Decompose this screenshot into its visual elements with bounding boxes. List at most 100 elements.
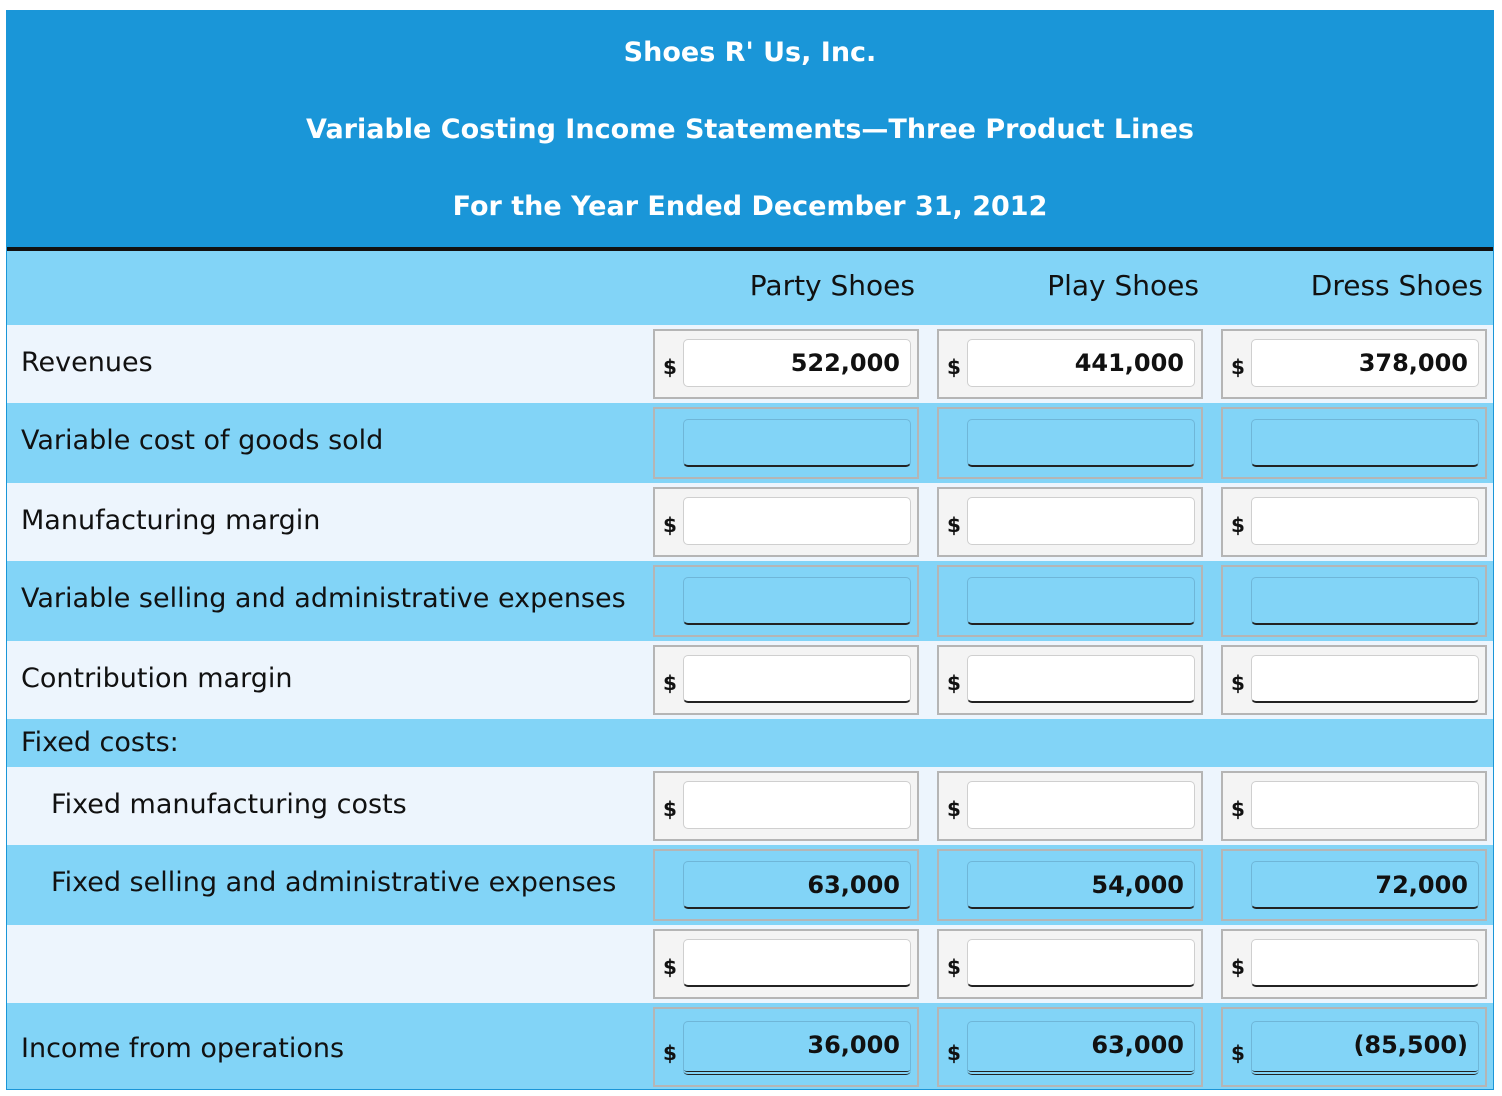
cell-dress (1221, 565, 1487, 637)
cell-party: $ (653, 929, 919, 999)
variable-selling-play-input[interactable] (967, 577, 1195, 625)
row-income-from-operations: Income from operations $ 36,000 $ 63,000… (7, 1003, 1493, 1089)
row-label: Contribution margin (21, 663, 293, 694)
dollar-sign: $ (663, 797, 677, 821)
cell-dress: $ (1221, 487, 1487, 557)
contribution-margin-dress-input[interactable] (1251, 655, 1479, 703)
section-heading: Fixed costs: (21, 727, 179, 758)
total-fixed-play-input[interactable] (967, 939, 1195, 987)
row-contribution-margin: Contribution margin $ $ $ (7, 641, 1493, 719)
dollar-sign: $ (947, 671, 961, 695)
cell-play: $ (937, 771, 1203, 841)
fixed-manufacturing-party-input[interactable] (683, 781, 911, 829)
row-fixed-selling: Fixed selling and administrative expense… (7, 845, 1493, 925)
cell-play: $ (937, 487, 1203, 557)
dollar-sign: $ (663, 355, 677, 379)
cell-party: $ 36,000 (653, 1007, 919, 1087)
row-total-fixed-costs: $ $ $ (7, 925, 1493, 1003)
cell-dress: $ (85,500) (1221, 1007, 1487, 1087)
contribution-margin-party-input[interactable] (683, 655, 911, 703)
income-play-input[interactable]: 63,000 (967, 1021, 1195, 1075)
row-label: Fixed selling and administrative expense… (51, 867, 617, 898)
cell-play (937, 407, 1203, 479)
variable-cogs-dress-input[interactable] (1251, 419, 1479, 467)
cell-play: $ 441,000 (937, 329, 1203, 399)
row-variable-selling: Variable selling and administrative expe… (7, 561, 1493, 641)
fixed-selling-play-input[interactable]: 54,000 (967, 861, 1195, 909)
dollar-sign: $ (947, 797, 961, 821)
row-label: Revenues (21, 347, 153, 378)
cell-dress: 72,000 (1221, 849, 1487, 921)
row-label: Income from operations (21, 1033, 345, 1064)
row-label: Fixed manufacturing costs (51, 789, 407, 820)
cell-play (937, 565, 1203, 637)
row-label: Manufacturing margin (21, 505, 321, 536)
income-dress-input[interactable]: (85,500) (1251, 1021, 1479, 1075)
column-header-row: Party Shoes Play Shoes Dress Shoes (7, 251, 1493, 325)
row-manufacturing-margin: Manufacturing margin $ $ $ (7, 483, 1493, 561)
dollar-sign: $ (1231, 671, 1245, 695)
revenues-party-input[interactable]: 522,000 (683, 339, 911, 387)
cell-party (653, 407, 919, 479)
dollar-sign: $ (1231, 955, 1245, 979)
cell-play: $ (937, 645, 1203, 715)
income-party-input[interactable]: 36,000 (683, 1021, 911, 1075)
dollar-sign: $ (947, 955, 961, 979)
revenues-play-input[interactable]: 441,000 (967, 339, 1195, 387)
fixed-selling-party-input[interactable]: 63,000 (683, 861, 911, 909)
manufacturing-margin-party-input[interactable] (683, 497, 911, 545)
variable-selling-dress-input[interactable] (1251, 577, 1479, 625)
statement-title: Variable Costing Income Statements—Three… (306, 114, 1194, 145)
dollar-sign: $ (663, 955, 677, 979)
cell-play: $ 63,000 (937, 1007, 1203, 1087)
cell-dress: $ (1221, 771, 1487, 841)
manufacturing-margin-play-input[interactable] (967, 497, 1195, 545)
dollar-sign: $ (1231, 355, 1245, 379)
cell-dress: $ (1221, 645, 1487, 715)
cell-party: $ (653, 771, 919, 841)
dollar-sign: $ (947, 513, 961, 537)
income-statement-table: Shoes R' Us, Inc. Variable Costing Incom… (6, 10, 1494, 1090)
cell-play: 54,000 (937, 849, 1203, 921)
contribution-margin-play-input[interactable] (967, 655, 1195, 703)
column-header-play-shoes: Play Shoes (1047, 269, 1199, 302)
row-label: Variable selling and administrative expe… (21, 583, 626, 614)
row-fixed-manufacturing: Fixed manufacturing costs $ $ $ (7, 767, 1493, 845)
fixed-manufacturing-play-input[interactable] (967, 781, 1195, 829)
fixed-manufacturing-dress-input[interactable] (1251, 781, 1479, 829)
column-header-dress-shoes: Dress Shoes (1310, 269, 1483, 302)
dollar-sign: $ (1231, 1041, 1245, 1065)
cell-party: 63,000 (653, 849, 919, 921)
row-label: Variable cost of goods sold (21, 425, 384, 456)
column-header-party-shoes: Party Shoes (749, 269, 915, 302)
statement-period: For the Year Ended December 31, 2012 (452, 191, 1048, 222)
revenues-dress-input[interactable]: 378,000 (1251, 339, 1479, 387)
cell-party (653, 565, 919, 637)
cell-party: $ 522,000 (653, 329, 919, 399)
cell-party: $ (653, 645, 919, 715)
total-fixed-party-input[interactable] (683, 939, 911, 987)
cell-party: $ (653, 487, 919, 557)
statement-header: Shoes R' Us, Inc. Variable Costing Incom… (7, 11, 1493, 251)
dollar-sign: $ (1231, 797, 1245, 821)
cell-dress (1221, 407, 1487, 479)
fixed-selling-dress-input[interactable]: 72,000 (1251, 861, 1479, 909)
company-name: Shoes R' Us, Inc. (623, 37, 877, 68)
total-fixed-dress-input[interactable] (1251, 939, 1479, 987)
dollar-sign: $ (947, 1041, 961, 1065)
manufacturing-margin-dress-input[interactable] (1251, 497, 1479, 545)
dollar-sign: $ (663, 671, 677, 695)
variable-cogs-party-input[interactable] (683, 419, 911, 467)
variable-selling-party-input[interactable] (683, 577, 911, 625)
dollar-sign: $ (947, 355, 961, 379)
dollar-sign: $ (1231, 513, 1245, 537)
cell-play: $ (937, 929, 1203, 999)
cell-dress: $ (1221, 929, 1487, 999)
dollar-sign: $ (663, 1041, 677, 1065)
row-revenues: Revenues $ 522,000 $ 441,000 $ 378,000 (7, 325, 1493, 403)
cell-dress: $ 378,000 (1221, 329, 1487, 399)
row-variable-cogs: Variable cost of goods sold (7, 403, 1493, 483)
dollar-sign: $ (663, 513, 677, 537)
variable-cogs-play-input[interactable] (967, 419, 1195, 467)
row-fixed-costs-heading: Fixed costs: (7, 719, 1493, 767)
